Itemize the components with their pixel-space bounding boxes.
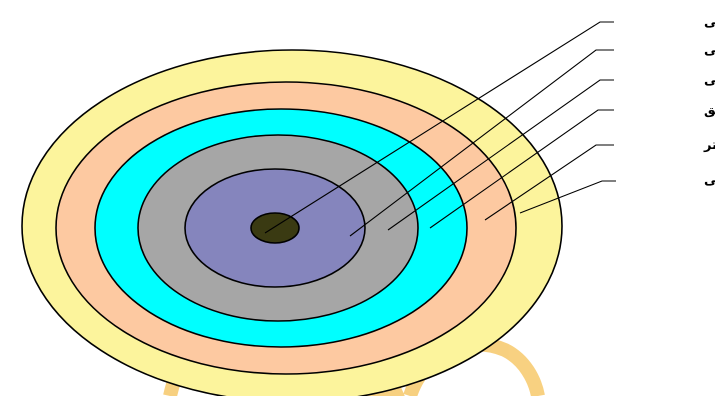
label-complete-discourse-analysis: تحلیل کامل گفتمانی: [704, 172, 715, 188]
label-explanatory-analysis: تحلیل توجیهی: [704, 73, 715, 88]
leader-line-textual-reading: [264, 21, 614, 234]
layer-labels: برداشت متنی گرایش متنی تحلیل توجیهی تحلیل ع…: [703, 15, 715, 188]
label-textual-tendency: گرایش متنی: [704, 42, 715, 58]
rings-group: [21, 49, 563, 396]
leader-line-textual-tendency: [349, 49, 614, 237]
leader-line-deeper-analysis: [484, 144, 614, 221]
label-textual-reading: برداشت متنی: [704, 15, 715, 30]
leader-lines: [264, 21, 616, 237]
ring-textual-reading: [250, 212, 300, 244]
label-deep-analysis: تحلیل عمیق: [704, 103, 715, 118]
leader-line-explanatory-analysis: [387, 79, 614, 231]
leader-line-complete-discourse-analysis: [519, 180, 616, 214]
leader-line-deep-analysis: [429, 109, 614, 229]
label-deeper-analysis: تحلیل عمیق تر: [703, 138, 715, 153]
